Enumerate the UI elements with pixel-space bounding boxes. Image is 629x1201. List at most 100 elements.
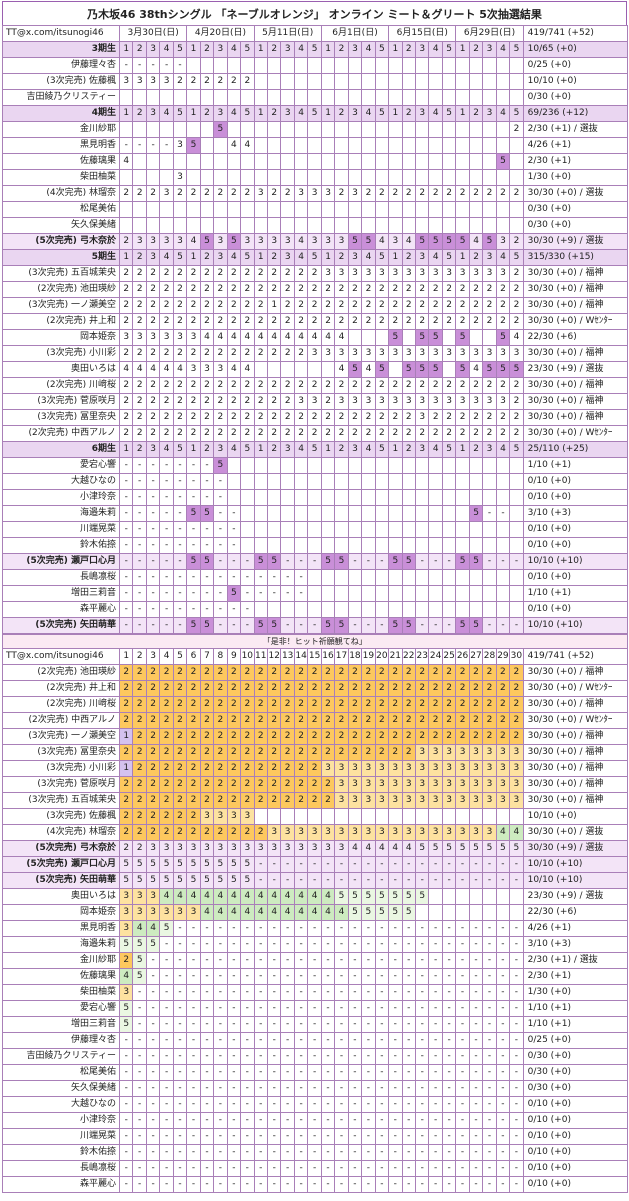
slot-cell: 2 <box>280 744 295 761</box>
slot-cell: - <box>132 1160 147 1177</box>
slot-cell: - <box>509 1064 524 1081</box>
slot-cell: - <box>253 984 269 1001</box>
slot-cell: 2 <box>320 776 336 793</box>
total-summary: 419/741 (+52) <box>522 25 628 42</box>
slot-cell <box>468 537 484 554</box>
slot-cell: 5 <box>509 249 524 266</box>
slot-cell: 3 <box>361 760 376 777</box>
slot-cell <box>441 489 457 506</box>
slot-cell: - <box>253 1016 269 1033</box>
slot-cell <box>428 601 443 618</box>
slot-cell <box>253 361 269 378</box>
slot-cell: 2 <box>401 664 416 681</box>
slot-cell: - <box>253 1048 269 1065</box>
slot-cell: 2 <box>186 680 201 697</box>
slot-cell: - <box>334 968 349 985</box>
slot-cell: 2 <box>118 952 134 969</box>
slot-cell: - <box>361 952 376 969</box>
slot-cell <box>361 601 376 618</box>
slot-cell: 2 <box>468 728 484 745</box>
slot-cell: - <box>347 1176 363 1193</box>
slot-cell: - <box>455 1160 470 1177</box>
slot-cell: 2 <box>334 297 349 314</box>
slot-cell: 2 <box>482 281 497 298</box>
slot-cell: 5 <box>468 505 484 522</box>
member-summary: 10/10 (+0) <box>522 73 628 90</box>
slot-cell: 4 <box>240 888 255 905</box>
slot-cell <box>307 73 322 90</box>
slot-cell: 2 <box>172 297 188 314</box>
slot-cell: 2 <box>253 680 269 697</box>
slot-cell: - <box>455 984 470 1001</box>
slot-cell <box>401 329 417 346</box>
slot-cell <box>253 601 269 618</box>
slot-cell: 2 <box>213 744 228 761</box>
slot-cell <box>347 537 363 554</box>
slot-cell: 2 <box>253 792 269 809</box>
generation-label: 3期生 <box>2 41 120 58</box>
slot-cell <box>320 601 336 618</box>
member-summary: 30/30 (+0) / 福神 <box>522 696 628 713</box>
slot-cell: 2 <box>213 393 228 410</box>
slot-cell: 2 <box>240 664 255 681</box>
member-row: 川端晃菜 - - - - - - - - -0/10 (+0) <box>2 521 628 538</box>
member-name: (5次完売) 矢田萌華 <box>2 872 120 889</box>
slot-cell <box>388 473 403 490</box>
slot-cell: - <box>307 1080 322 1097</box>
slot-cell: 2 <box>388 185 403 202</box>
slot-cell: 3 <box>334 345 349 362</box>
slot-cell <box>374 585 390 602</box>
slot-cell: - <box>307 1064 322 1081</box>
slot-cell <box>495 585 511 602</box>
slot-cell <box>361 569 376 586</box>
slot-cell: 2 <box>509 425 524 442</box>
slot-cell: 3 <box>280 233 295 250</box>
slot-cell: 2 <box>468 185 484 202</box>
slot-cell: - <box>132 617 147 634</box>
slot-cell <box>334 505 349 522</box>
member-summary: 1/10 (+1) <box>522 585 628 602</box>
slot-cell: - <box>361 1064 376 1081</box>
slot-cell: - <box>159 1080 174 1097</box>
slot-cell: 2 <box>347 281 363 298</box>
slot-cell <box>495 201 511 218</box>
slot-cell: 5 <box>428 361 443 378</box>
slot-cell: - <box>226 1144 242 1161</box>
slot-cell <box>414 169 430 186</box>
slot-cell: 2 <box>414 297 430 314</box>
slot-number: 6 <box>186 648 201 665</box>
slot-cell: 2 <box>509 696 524 713</box>
slot-cell <box>388 121 403 138</box>
slot-cell: - <box>226 601 242 618</box>
slot-cell: - <box>253 1000 269 1017</box>
slot-cell: 2 <box>132 760 147 777</box>
slot-cell: 4 <box>253 888 269 905</box>
member-row: 松尾美佑 - - - - - - - - - - - - - - - - - - - - - - - - - - - - - -0/30 (… <box>2 1064 628 1081</box>
slot-cell: 5 <box>428 233 443 250</box>
slot-cell: - <box>401 952 416 969</box>
slot-cell <box>361 329 376 346</box>
slot-cell: 3 <box>468 824 484 841</box>
slot-cell: 2 <box>320 409 336 426</box>
slot-cell: - <box>374 1064 390 1081</box>
slot-cell: - <box>145 505 161 522</box>
slot-cell: 3 <box>159 840 174 857</box>
slot-cell <box>347 457 363 474</box>
slot-cell <box>293 57 309 74</box>
slot-cell: - <box>441 1064 457 1081</box>
slot-cell: - <box>145 137 161 154</box>
slot-cell: 2 <box>374 313 390 330</box>
slot-cell: 2 <box>253 297 269 314</box>
slot-cell: - <box>132 1048 147 1065</box>
slot-cell: 2 <box>388 377 403 394</box>
member-row: (3次完売) 五百城茉央 2 2 2 2 2 2 2 2 2 2 2 2 2 2 2 3 3 3 3 3 3 3 3 3 3 3 3 3… <box>2 265 628 282</box>
member-name: (3次完売) 冨里奈央 <box>2 744 120 761</box>
slot-cell: 4 <box>293 233 309 250</box>
slot-cell <box>495 57 511 74</box>
slot-cell: 2 <box>253 281 269 298</box>
slot-cell: - <box>401 1080 416 1097</box>
slot-cell: - <box>374 968 390 985</box>
member-name: 鈴木佑捺 <box>2 1144 120 1161</box>
slot-cell: - <box>240 553 255 570</box>
